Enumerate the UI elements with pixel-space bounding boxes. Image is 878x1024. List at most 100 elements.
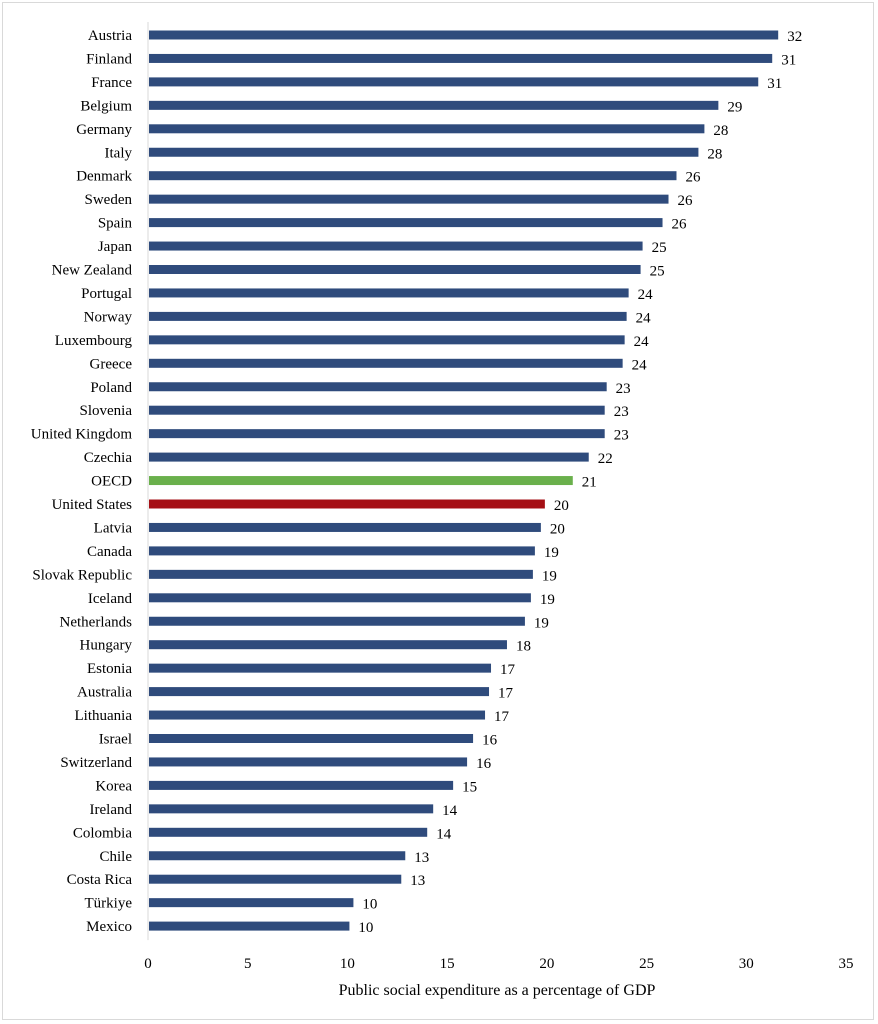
bar-slovenia: [149, 405, 605, 415]
category-label-italy: Italy: [105, 145, 133, 161]
bar-czechia: [149, 452, 589, 462]
value-label-lithuania: 17: [494, 709, 510, 725]
bar-turkiye: [149, 898, 354, 908]
x-tick-30: 30: [739, 956, 754, 972]
category-label-czechia: Czechia: [84, 450, 133, 466]
value-label-sweden: 26: [678, 193, 694, 209]
value-label-estonia: 17: [500, 662, 516, 678]
value-labels: 3231312928282626262525242424242323232221…: [358, 29, 802, 936]
bar-poland: [149, 382, 607, 392]
category-label-sweden: Sweden: [85, 192, 133, 208]
category-label-iceland: Iceland: [88, 591, 133, 607]
x-tick-25: 25: [639, 956, 654, 972]
category-label-france: France: [91, 75, 132, 91]
bar-oecd: [149, 476, 573, 486]
value-label-belgium: 29: [727, 99, 742, 115]
value-label-canada: 19: [544, 545, 559, 561]
bar-latvia: [149, 522, 541, 532]
category-label-netherlands: Netherlands: [60, 614, 133, 630]
category-label-lithuania: Lithuania: [75, 708, 133, 724]
value-label-united-kingdom: 23: [614, 428, 629, 444]
bar-canada: [149, 546, 535, 556]
value-label-germany: 28: [713, 123, 728, 139]
value-label-slovenia: 23: [614, 404, 629, 420]
category-label-denmark: Denmark: [76, 169, 132, 185]
category-label-greece: Greece: [90, 356, 133, 372]
value-label-colombia: 14: [436, 826, 452, 842]
x-tick-10: 10: [340, 956, 355, 972]
bar-france: [149, 77, 759, 87]
category-label-portugal: Portugal: [81, 286, 132, 302]
x-axis-ticks: 0 5 10 15 20 25 30 35: [144, 956, 853, 972]
value-label-austria: 32: [787, 29, 802, 45]
category-label-latvia: Latvia: [94, 520, 133, 536]
category-label-austria: Austria: [88, 28, 133, 44]
category-label-chile: Chile: [100, 849, 133, 865]
value-label-ireland: 14: [442, 803, 458, 819]
category-label-korea: Korea: [95, 778, 132, 794]
bar-austria: [149, 30, 779, 40]
category-label-japan: Japan: [98, 239, 133, 255]
category-label-oecd: OECD: [91, 474, 132, 490]
bar-sweden: [149, 194, 669, 204]
category-label-norway: Norway: [84, 309, 133, 325]
x-tick-5: 5: [244, 956, 252, 972]
value-label-australia: 17: [498, 686, 513, 702]
bar-belgium: [149, 100, 719, 110]
category-label-estonia: Estonia: [87, 661, 132, 677]
value-label-czechia: 22: [598, 451, 613, 467]
x-tick-20: 20: [539, 956, 554, 972]
value-label-latvia: 20: [550, 521, 565, 537]
value-label-iceland: 19: [540, 592, 555, 608]
bar-mexico: [149, 921, 350, 931]
bar-colombia: [149, 827, 428, 837]
bar-japan: [149, 241, 643, 251]
value-label-luxembourg: 24: [634, 334, 650, 350]
bar-finland: [149, 53, 773, 63]
bar-lithuania: [149, 710, 486, 720]
value-label-greece: 24: [632, 357, 648, 373]
category-label-costa-rica: Costa Rica: [67, 872, 133, 888]
value-label-korea: 15: [462, 779, 477, 795]
bars-group: [149, 30, 779, 931]
bar-chile: [149, 851, 406, 861]
bar-slovak-republic: [149, 569, 533, 579]
value-label-slovak-republic: 19: [542, 568, 557, 584]
bar-spain: [149, 218, 663, 228]
category-label-mexico: Mexico: [86, 919, 132, 935]
category-label-ireland: Ireland: [90, 802, 133, 818]
value-label-chile: 13: [414, 850, 429, 866]
value-label-denmark: 26: [685, 170, 701, 186]
category-label-luxembourg: Luxembourg: [55, 333, 133, 349]
value-label-japan: 25: [652, 240, 667, 256]
bar-new-zealand: [149, 265, 641, 274]
category-label-spain: Spain: [98, 216, 133, 232]
category-label-israel: Israel: [99, 732, 132, 748]
bar-switzerland: [149, 757, 468, 767]
bar-denmark: [149, 171, 677, 181]
value-label-portugal: 24: [638, 287, 654, 303]
value-label-finland: 31: [781, 52, 796, 68]
bar-korea: [149, 780, 454, 790]
value-label-italy: 28: [707, 146, 722, 162]
x-axis-label: Public social expenditure as a percentag…: [339, 982, 656, 999]
value-label-oecd: 21: [582, 475, 597, 491]
category-label-australia: Australia: [77, 685, 132, 701]
value-label-norway: 24: [636, 310, 652, 326]
x-tick-15: 15: [440, 956, 455, 972]
category-label-poland: Poland: [90, 380, 132, 396]
bar-ireland: [149, 804, 434, 814]
value-label-new-zealand: 25: [650, 264, 665, 280]
x-tick-0: 0: [144, 956, 152, 972]
bar-norway: [149, 311, 627, 321]
value-label-france: 31: [767, 76, 782, 92]
value-label-costa-rica: 13: [410, 873, 425, 889]
category-label-slovenia: Slovenia: [80, 403, 133, 419]
category-label-hungary: Hungary: [80, 638, 133, 654]
bar-estonia: [149, 663, 492, 673]
bar-costa-rica: [149, 874, 402, 884]
bar-greece: [149, 358, 623, 368]
category-label-turkiye: Türkiye: [85, 896, 133, 912]
value-label-switzerland: 16: [476, 756, 492, 772]
